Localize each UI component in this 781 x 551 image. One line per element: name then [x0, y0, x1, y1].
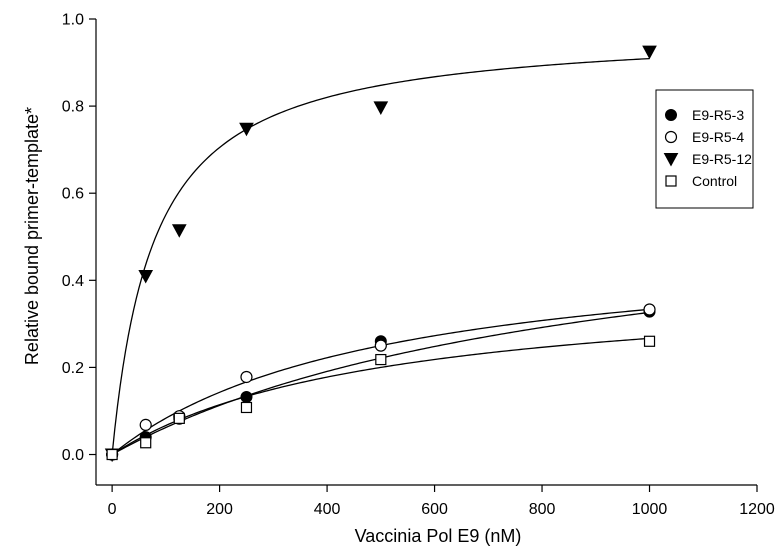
data-point-e9-r5-4 [240, 370, 253, 384]
data-point-control [106, 448, 118, 461]
y-tick-label: 0.4 [62, 273, 84, 290]
data-point-e9-r5-12 [239, 122, 254, 137]
legend: E9-R5-3 E9-R5-4 E9-R5-12 Control [655, 89, 754, 209]
data-point-control [643, 335, 656, 347]
axes: 0 200 400 600 800 1000 1200 0.0 0.2 0.4 0.6 0.8 1.0 [62, 12, 775, 519]
x-tick-label: 600 [421, 501, 448, 518]
legend-marker-e9-r5-4 [664, 130, 678, 144]
legend-label: Control [692, 173, 737, 189]
legend-marker-e9-r5-3 [665, 109, 677, 121]
data-point-control [375, 353, 387, 366]
legend-label: E9-R5-3 [692, 107, 744, 123]
x-tick-label: 1200 [739, 501, 775, 518]
legend-marker-e9-r5-12 [663, 153, 679, 167]
y-tick-label: 0.0 [62, 447, 84, 464]
y-tick-label: 1.0 [62, 12, 84, 29]
x-axis-title: Vaccinia Pol E9 (nM) [355, 526, 522, 546]
data-point-e9-r5-12 [373, 101, 389, 115]
x-tick-label: 0 [108, 501, 117, 518]
fit-curve-e9-r5-4 [111, 308, 650, 456]
data-points [104, 45, 657, 463]
data-point-e9-r5-4 [643, 303, 656, 316]
y-tick-label: 0.6 [62, 186, 84, 203]
fit-curve-e9-r5-3 [111, 311, 650, 456]
fit-curves [111, 57, 650, 456]
legend-label: E9-R5-4 [692, 129, 744, 145]
data-point-e9-r5-12 [171, 224, 187, 238]
fit-curve-control [111, 337, 650, 456]
legend-marker-control [665, 175, 677, 187]
data-point-e9-r5-4 [139, 418, 152, 431]
data-point-e9-r5-12 [642, 45, 657, 60]
data-point-control [173, 412, 185, 424]
data-point-e9-r5-12 [138, 269, 154, 284]
y-axis-title: Relative bound primer-template* [22, 107, 42, 365]
legend-label: E9-R5-12 [692, 151, 752, 167]
y-tick-label: 0.8 [62, 99, 84, 116]
y-tick-label: 0.2 [62, 360, 84, 377]
x-tick-label: 200 [206, 501, 233, 518]
data-point-e9-r5-4 [374, 339, 387, 352]
x-tick-label: 1000 [632, 501, 668, 518]
data-point-control [240, 401, 253, 414]
data-point-e9-r5-3 [240, 391, 253, 404]
data-point-control [140, 437, 152, 449]
x-tick-label: 800 [529, 501, 556, 518]
x-tick-label: 400 [314, 501, 341, 518]
fit-curve-e9-r5-12 [111, 57, 650, 455]
